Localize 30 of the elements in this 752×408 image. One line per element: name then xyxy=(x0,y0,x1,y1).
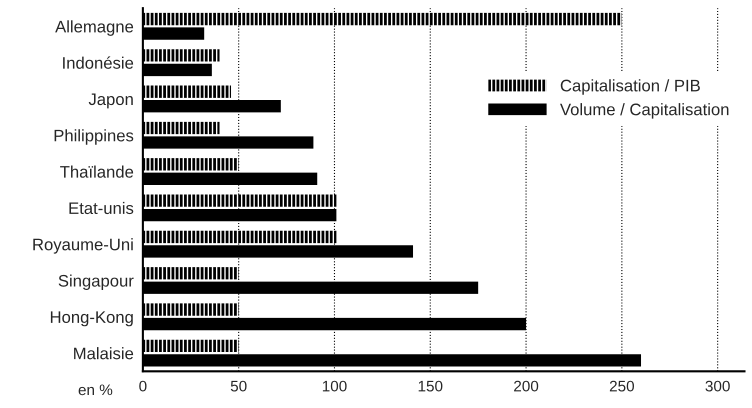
bar xyxy=(142,194,336,207)
x-tick-label: 100 xyxy=(322,380,347,392)
x-tick-label: 0 xyxy=(139,380,147,392)
x-axis-title: en % xyxy=(78,384,112,396)
bar xyxy=(142,49,220,62)
y-tick-label: Etat-unis xyxy=(69,202,134,214)
bar xyxy=(142,230,336,244)
bar xyxy=(142,267,239,280)
x-tick-label: 250 xyxy=(610,380,634,392)
y-tick-label: Japon xyxy=(88,94,133,108)
bar xyxy=(142,158,239,170)
bar xyxy=(142,12,622,26)
y-tick-label: Thaïlande xyxy=(60,166,134,178)
legend-label: Volume / Capitalisation xyxy=(560,103,728,119)
x-tick-label: 150 xyxy=(418,380,442,392)
y-tick-label: Indonésie xyxy=(63,56,134,69)
y-tick-label: Singapour xyxy=(58,274,134,290)
bar xyxy=(142,340,239,352)
y-tick-label: Malaisie xyxy=(74,347,134,360)
y-tick-label: Hong-Kong xyxy=(50,311,133,326)
y-tick-label: Allemagne xyxy=(55,20,134,36)
bar xyxy=(142,122,220,134)
bar xyxy=(142,303,239,316)
legend-label: Capitalisation / PIB xyxy=(560,79,700,95)
x-tick-label: 50 xyxy=(230,380,247,392)
y-tick-label: Philippines xyxy=(54,129,134,145)
y-tick-label: Royaume-Uni xyxy=(33,238,133,254)
x-tick-label: 300 xyxy=(705,380,730,392)
bar xyxy=(142,86,232,98)
x-tick-label: 200 xyxy=(514,380,538,392)
